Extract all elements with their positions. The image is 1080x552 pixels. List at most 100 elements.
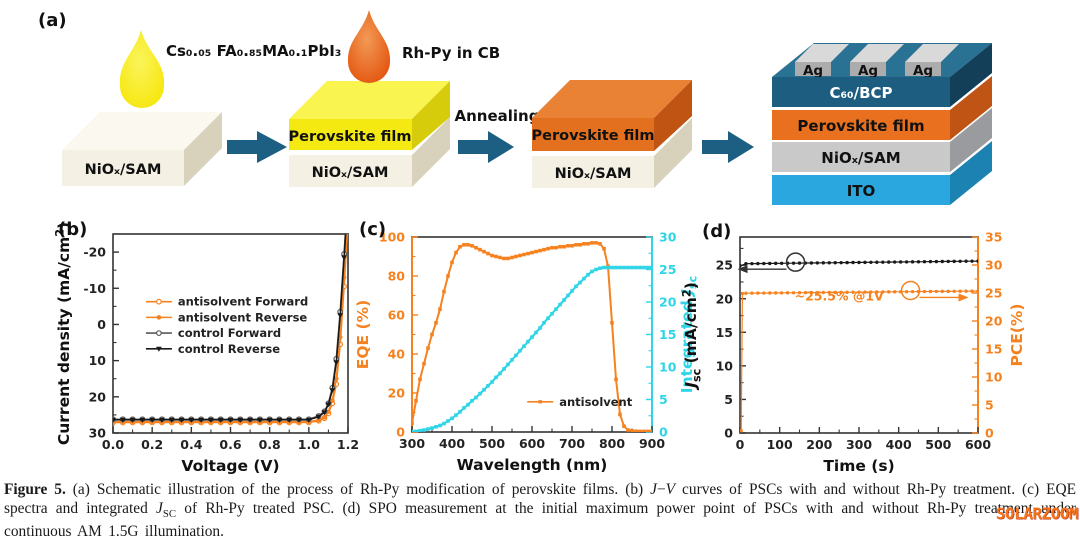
svg-text:PCE(%): PCE(%) <box>1008 303 1026 366</box>
svg-text:Jsc (mA/cm2): Jsc (mA/cm2) <box>681 282 704 391</box>
ito-layer-label: ITO <box>847 182 876 200</box>
svg-text:20: 20 <box>659 295 677 310</box>
svg-text:~25.5% @1V: ~25.5% @1V <box>795 288 884 303</box>
svg-text:0.8: 0.8 <box>259 437 281 452</box>
svg-text:Current density (mA/cm2): Current density (mA/cm2) <box>54 222 73 445</box>
process-arrow-3 <box>702 131 754 163</box>
svg-text:25: 25 <box>659 262 676 277</box>
svg-text:5: 5 <box>659 392 668 407</box>
substrate-slab-1: NiOₓ/SAM <box>62 112 222 186</box>
annealing-label: Annealing <box>455 107 540 125</box>
svg-text:0: 0 <box>396 425 405 440</box>
svg-text:1.2: 1.2 <box>337 437 359 452</box>
solarzoom-watermark: SOLARZOOM <box>995 504 1079 523</box>
svg-text:0.4: 0.4 <box>180 437 202 452</box>
svg-text:35: 35 <box>985 230 1002 245</box>
ag-front-face <box>905 62 941 76</box>
svg-text:antisolvent Forward: antisolvent Forward <box>178 295 308 309</box>
chart-eqe-spectra: 300 400 500 600 700 800 9000204060801000510152… <box>354 219 699 474</box>
orange-front-face <box>532 118 654 151</box>
svg-text:15: 15 <box>659 327 676 342</box>
orange-top-face <box>532 80 692 118</box>
slab-side-face <box>412 117 450 187</box>
svg-text:20: 20 <box>89 389 107 404</box>
svg-text:15: 15 <box>716 325 733 340</box>
svg-text:0: 0 <box>659 425 668 440</box>
svg-text:10: 10 <box>659 360 677 375</box>
svg-text:(c): (c) <box>359 219 386 240</box>
svg-text:0: 0 <box>736 437 745 452</box>
slab-front-face <box>62 150 184 186</box>
svg-text:20: 20 <box>716 291 734 306</box>
svg-text:5: 5 <box>724 392 733 407</box>
slab-side-face <box>184 112 222 186</box>
svg-text:80: 80 <box>388 269 406 284</box>
ag-label: Ag <box>858 63 878 79</box>
caption-j-italic: J <box>650 481 657 498</box>
svg-text:700: 700 <box>559 436 585 451</box>
svg-text:control Reverse: control Reverse <box>178 342 280 356</box>
svg-text:600: 600 <box>519 436 545 451</box>
c60-front-face <box>772 77 950 107</box>
svg-text:Voltage (V): Voltage (V) <box>181 457 279 475</box>
svg-text:60: 60 <box>388 308 406 323</box>
perovskite-film-label: Perovskite film <box>532 128 655 144</box>
svg-text:600: 600 <box>965 437 991 452</box>
svg-text:10: 10 <box>89 353 107 368</box>
ag-front-face <box>850 62 886 76</box>
chart-spo-measurement: 0 100 200 300 400 500 600051015202505101520253… <box>681 221 1026 475</box>
precursor-formula: Cs₀.₀₅ FA₀.₈₅MA₀.₁PbI₃ <box>166 42 341 60</box>
caption-dash: − <box>656 481 666 498</box>
caption-jsc-subscript: SC <box>162 508 177 521</box>
perovskite-stack-yellow: Perovskite film NiOₓ/SAM <box>289 81 450 187</box>
process-arrow-2 <box>458 131 514 163</box>
orange-side-face <box>654 80 692 151</box>
yellow-front-face <box>289 119 412 150</box>
perovskite-stack-orange: Perovskite film NiOₓ/SAM <box>532 80 692 188</box>
svg-text:0: 0 <box>97 317 106 332</box>
svg-text:400: 400 <box>439 436 465 451</box>
svg-text:-20: -20 <box>83 245 106 260</box>
ag-top-face <box>905 44 959 62</box>
svg-text:Integrated Jsc: Integrated Jsc <box>678 276 699 393</box>
caption-text: curves of PSCs with and without Rh-Py tr… <box>4 481 1076 518</box>
panel-a-schematic: (a) NiOₓ/SAM Cs₀.₀₅ FA₀.₈₅MA₀.₁PbI₃ Pero… <box>38 10 992 205</box>
svg-text:300: 300 <box>399 436 425 451</box>
c60-label: C₆₀/BCP <box>829 84 892 102</box>
perovskite-layer-label: Perovskite film <box>797 117 924 135</box>
ag-front-face <box>795 62 831 76</box>
caption-figure-number: Figure 5. <box>4 481 66 498</box>
svg-text:Wavelength (nm): Wavelength (nm) <box>457 456 608 474</box>
svg-text:antisolvent: antisolvent <box>559 395 633 409</box>
svg-text:40: 40 <box>388 347 406 362</box>
svg-text:0: 0 <box>724 426 733 441</box>
svg-text:300: 300 <box>846 437 872 452</box>
process-arrow-1 <box>227 131 287 163</box>
svg-text:EQE (%): EQE (%) <box>354 300 372 369</box>
ag-top-face <box>850 44 904 62</box>
niox-front-face <box>772 142 950 172</box>
svg-text:30: 30 <box>89 426 107 441</box>
perovskite-front-face <box>772 110 950 140</box>
ag-label: Ag <box>803 63 823 79</box>
svg-text:-10: -10 <box>83 281 106 296</box>
slab-top-face <box>62 112 222 150</box>
caption-v-italic: V <box>665 481 676 498</box>
svg-text:0.0: 0.0 <box>102 437 124 452</box>
svg-text:25: 25 <box>716 258 733 273</box>
substrate-label: NiOₓ/SAM <box>312 165 389 181</box>
caption-jsc-italic: J <box>156 500 163 518</box>
svg-text:900: 900 <box>639 436 665 451</box>
c60-side-face <box>950 43 992 107</box>
caption-text: of Rh-Py treated PSC. (d) SPO measuremen… <box>4 500 1076 540</box>
svg-text:1.0: 1.0 <box>298 437 320 452</box>
svg-text:10: 10 <box>716 358 734 373</box>
chart-jv-curves: 0.0 0.2 0.4 0.6 0.8 1.0 1.2 -20 -10 0 10 20 30 Voltag… <box>54 219 359 475</box>
svg-text:400: 400 <box>886 437 912 452</box>
caption-text: (a) Schematic illustration of the proces… <box>65 481 651 498</box>
svg-text:0.6: 0.6 <box>219 437 241 452</box>
perovskite-film-label: Perovskite film <box>289 129 412 145</box>
slab-front-face <box>532 156 654 188</box>
niox-layer-label: NiOₓ/SAM <box>821 149 900 167</box>
